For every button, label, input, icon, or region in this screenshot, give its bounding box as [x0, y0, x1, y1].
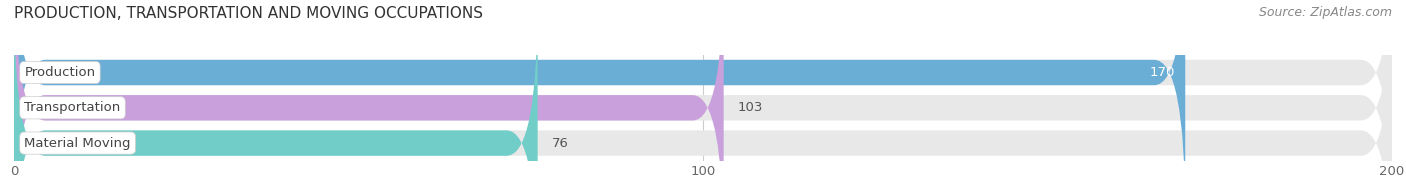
FancyBboxPatch shape: [14, 0, 1185, 196]
Text: PRODUCTION, TRANSPORTATION AND MOVING OCCUPATIONS: PRODUCTION, TRANSPORTATION AND MOVING OC…: [14, 6, 484, 21]
FancyBboxPatch shape: [14, 0, 724, 196]
FancyBboxPatch shape: [14, 0, 1392, 196]
Text: Production: Production: [24, 66, 96, 79]
Text: Transportation: Transportation: [24, 101, 121, 114]
FancyBboxPatch shape: [14, 0, 1392, 196]
FancyBboxPatch shape: [14, 0, 537, 196]
Text: Source: ZipAtlas.com: Source: ZipAtlas.com: [1258, 6, 1392, 19]
Text: 76: 76: [551, 137, 568, 150]
Text: 103: 103: [738, 101, 763, 114]
FancyBboxPatch shape: [14, 0, 1392, 196]
Text: Material Moving: Material Moving: [24, 137, 131, 150]
Text: 170: 170: [1150, 66, 1175, 79]
